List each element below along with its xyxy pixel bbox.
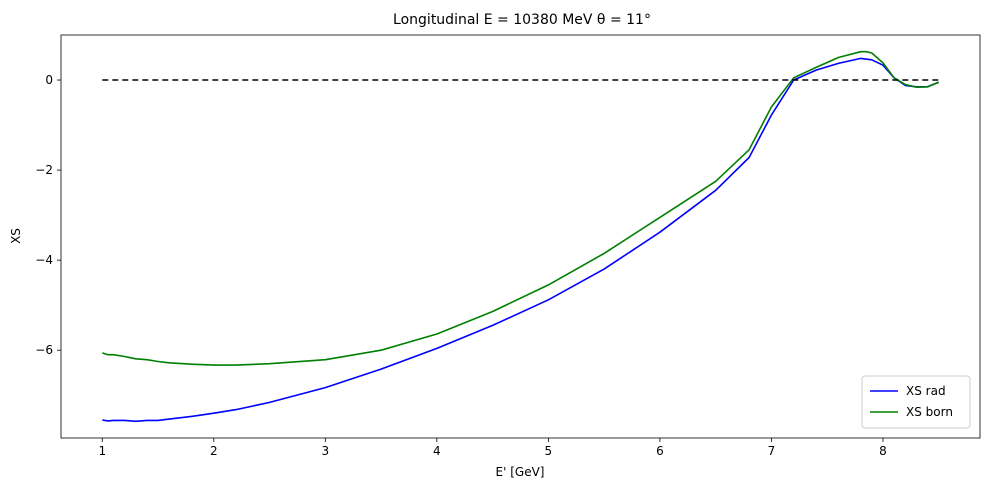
x-tick-label: 6 (656, 444, 664, 458)
legend-label: XS rad (906, 384, 946, 398)
y-axis-label: XS (9, 228, 23, 244)
legend-box (861, 375, 971, 429)
x-axis-label: E' [GeV] (496, 465, 545, 479)
chart-title: Longitudinal E = 10380 MeV θ = 11° (393, 12, 651, 28)
y-tick-label: −6 (35, 343, 53, 357)
series-line-0 (102, 57, 940, 423)
series-line-1 (102, 50, 940, 366)
y-tick-label: −2 (35, 163, 53, 177)
legend: XS rad XS born (861, 375, 971, 429)
plot-area (102, 50, 940, 423)
x-tick-label: 5 (545, 444, 553, 458)
x-tick-label: 1 (98, 444, 106, 458)
axes-frame (60, 34, 981, 439)
axes: 1 2 3 4 5 6 7 8 0 −2 −4 −6 (35, 34, 981, 458)
legend-label: XS born (906, 405, 953, 419)
x-tick-label: 3 (322, 444, 330, 458)
x-tick-label: 4 (433, 444, 441, 458)
x-tick-label: 2 (210, 444, 218, 458)
y-tick-label: −4 (35, 253, 53, 267)
y-tick-label: 0 (45, 73, 53, 87)
x-tick-label: 7 (768, 444, 776, 458)
x-tick-label: 8 (879, 444, 887, 458)
